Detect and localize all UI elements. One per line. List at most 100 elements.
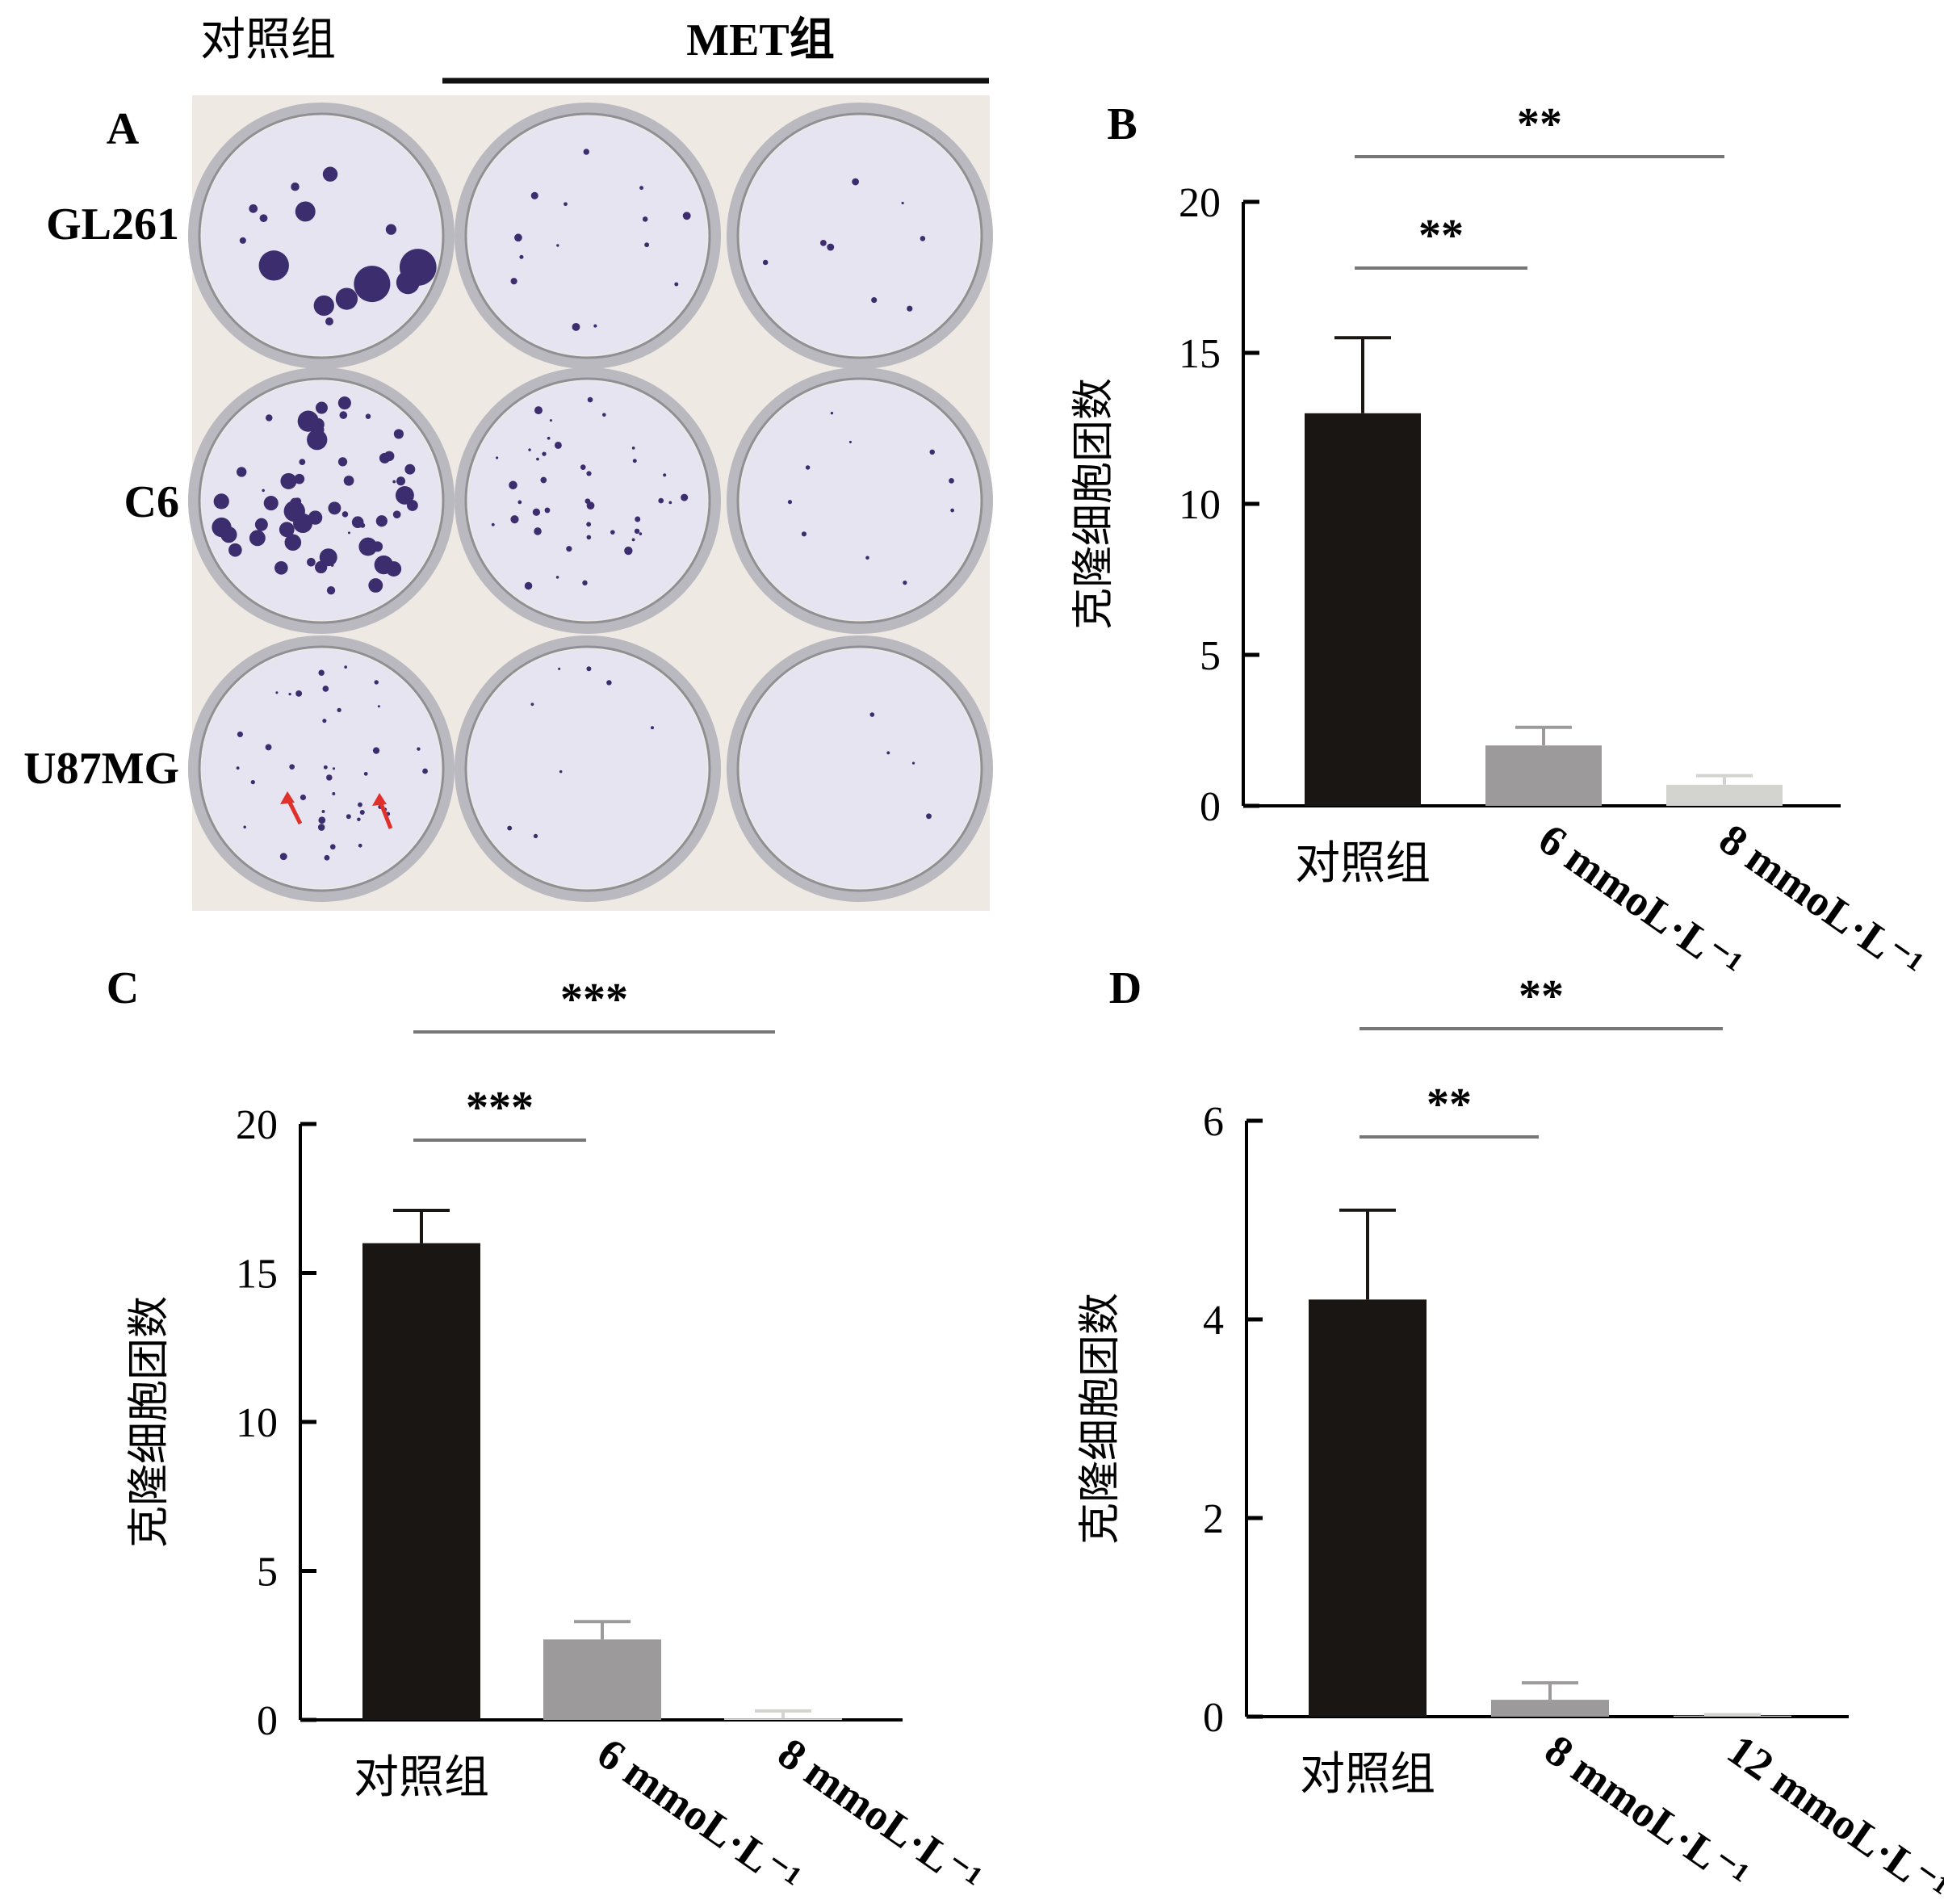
colony (392, 480, 396, 484)
x-tick-label: 对照组 (1300, 1750, 1435, 1800)
colony (377, 705, 380, 708)
bar (1666, 784, 1783, 806)
colony (787, 500, 793, 505)
colony (871, 297, 878, 304)
colony (830, 411, 834, 415)
colony (554, 441, 562, 449)
arrow-head (280, 791, 295, 804)
colony (368, 578, 383, 593)
well-rim (727, 367, 993, 634)
bar (1309, 1299, 1427, 1717)
colony (328, 501, 341, 515)
colony (385, 224, 397, 235)
plate-wells (188, 95, 993, 911)
significance-label: ** (1427, 1080, 1472, 1130)
colony (901, 201, 904, 205)
colony (632, 459, 637, 463)
y-tick-label: 0 (1200, 784, 1221, 830)
well (202, 116, 441, 355)
colony (249, 204, 258, 213)
colony (332, 791, 336, 795)
colony (337, 707, 341, 713)
colony (294, 473, 305, 484)
colony (254, 518, 268, 531)
colony (566, 546, 572, 552)
colony (288, 692, 291, 696)
colony (344, 665, 347, 669)
colony (510, 278, 517, 285)
colony (558, 667, 561, 670)
colony (534, 406, 543, 415)
colony (308, 510, 323, 525)
colony (509, 480, 517, 490)
colony (360, 522, 366, 528)
colony (393, 429, 404, 439)
row-label-c6: C6 (124, 477, 179, 527)
colony (674, 282, 679, 287)
colony (357, 817, 361, 822)
colony (820, 239, 827, 246)
colony (681, 493, 689, 501)
y-tick-label: 10 (1179, 482, 1221, 528)
well-rim (188, 367, 455, 634)
colony (593, 324, 597, 328)
colony (337, 457, 348, 467)
colony (375, 515, 388, 527)
plate-photo: 对照组 MET组 A GL261 C6 U87MG (23, 15, 993, 911)
colony (536, 457, 539, 461)
colony (295, 690, 303, 697)
colony (249, 530, 266, 547)
colony (343, 475, 354, 486)
colony (274, 560, 288, 575)
colony (404, 463, 416, 475)
x-tick-label: 12 mmoL·L⁻¹ (1719, 1726, 1944, 1904)
colony (634, 528, 640, 535)
colony (586, 535, 592, 540)
well-rim (727, 635, 993, 902)
well-rim (188, 635, 455, 902)
significance-label: ** (1519, 971, 1564, 1021)
panel-d-chart: D 0 2 4 6 克隆细胞团数 对照组 8 mmoL·L⁻¹ 12 mmoL·L⁻¹ ** ** (1050, 961, 1944, 1904)
colony (403, 493, 409, 499)
control-group-label: 对照组 (200, 15, 336, 65)
significance-label: ** (1517, 99, 1562, 149)
colony (335, 287, 358, 310)
colony (544, 507, 551, 514)
colony (265, 744, 272, 751)
well-rim-inner (736, 377, 983, 624)
colony (262, 489, 265, 493)
colony (865, 556, 869, 560)
colony (374, 680, 379, 685)
colony (869, 712, 875, 717)
y-axis-label: 克隆细胞团数 (1071, 378, 1117, 630)
colony (658, 497, 664, 504)
panel-a-plate-image: 对照组 MET组 A GL261 C6 U87MG (0, 0, 1001, 921)
colony (383, 451, 395, 462)
well-rim-inner (736, 645, 983, 892)
colony (299, 459, 306, 466)
panel-c-chart: C 0 5 10 15 20 克隆细胞团数 对照组 6 mmoL·L⁻¹ 8 mmoL·L⁻¹ *… (0, 961, 1041, 1904)
colony (347, 531, 350, 535)
colony (631, 446, 635, 450)
colony (337, 396, 351, 410)
panel-a-letter: A (107, 104, 140, 154)
panel-b-chart: B 0 5 10 15 20 克隆细胞团数 对照组 6 mmoL·L⁻¹ 8 mmoL·L⁻¹ *… (1050, 89, 1944, 977)
colony (283, 500, 305, 522)
colony (265, 414, 273, 421)
colony (358, 843, 362, 848)
colony (587, 396, 593, 403)
colony (532, 508, 541, 516)
colony (275, 691, 279, 694)
colony (399, 249, 437, 286)
colony (365, 413, 371, 419)
y-tick-label: 4 (1203, 1298, 1224, 1344)
y-axis-label: 克隆细胞团数 (1078, 1293, 1124, 1545)
colony (610, 530, 615, 535)
bar (543, 1639, 661, 1720)
colony (307, 557, 316, 567)
colony (326, 586, 336, 595)
colony (496, 456, 499, 459)
colony (510, 515, 519, 524)
y-tick-label: 5 (1200, 633, 1221, 679)
